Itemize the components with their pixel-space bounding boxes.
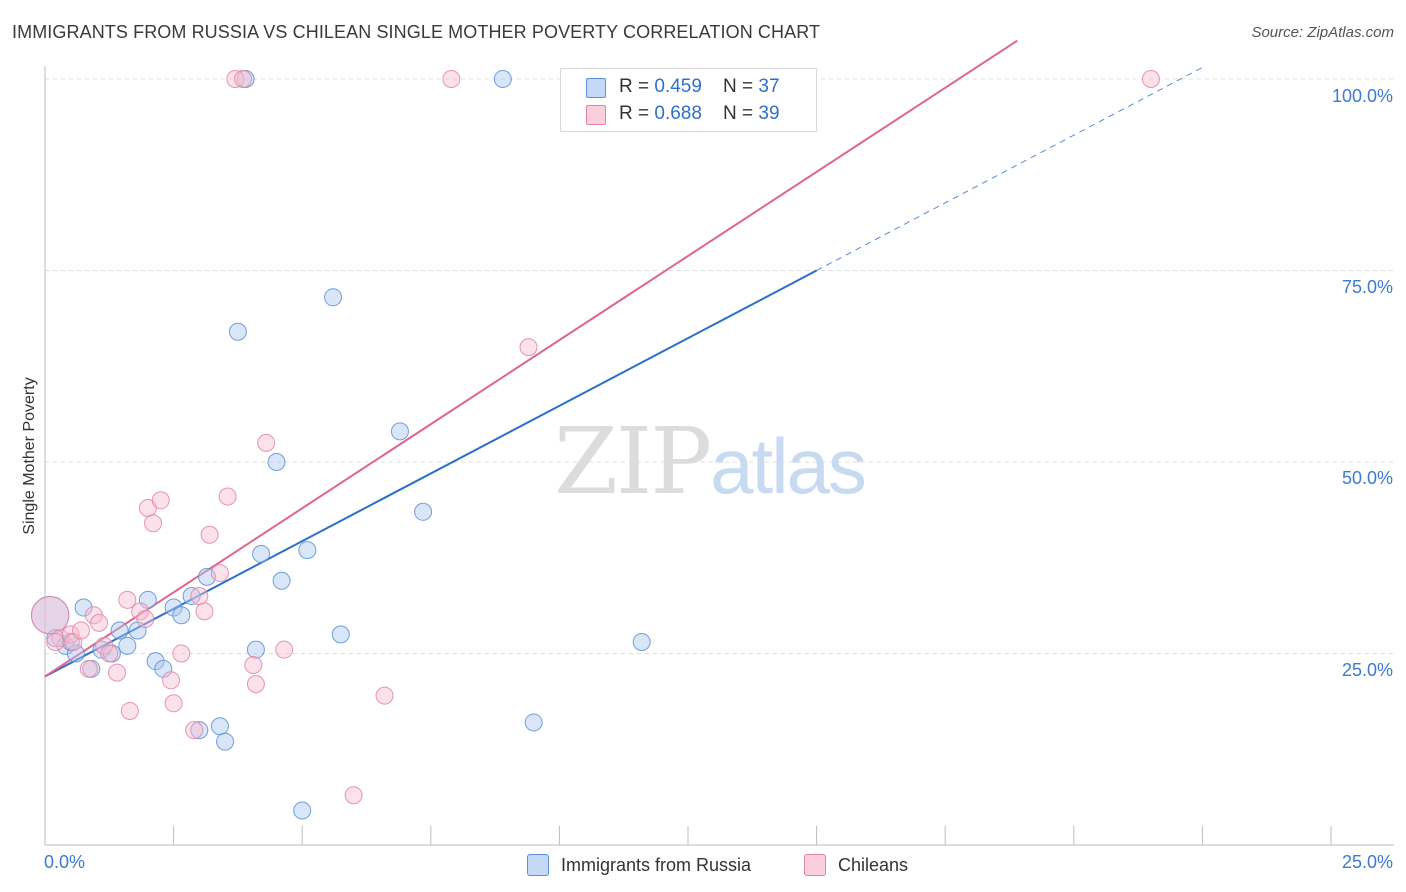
- point-chileans: [210, 564, 229, 583]
- point-chileans: [46, 633, 65, 652]
- point-russia: [331, 625, 350, 644]
- trendline-russia-extension: [816, 67, 1203, 271]
- point-chileans: [244, 655, 263, 674]
- x-tick-label-max: 25.0%: [1341, 852, 1393, 872]
- point-chileans: [200, 525, 219, 544]
- watermark-atlas: atlas: [710, 422, 867, 510]
- point-russia: [210, 717, 229, 736]
- chart-title: IMMIGRANTS FROM RUSSIA VS CHILEAN SINGLE…: [12, 22, 821, 42]
- point-chileans: [226, 70, 245, 88]
- stats-text-russia: R = 0.459 N = 37: [619, 76, 780, 98]
- point-chileans: [30, 596, 70, 635]
- point-chileans: [275, 640, 294, 659]
- russia-swatch: [586, 78, 606, 98]
- legend-item-russia: Immigrants from Russia: [527, 850, 751, 880]
- point-russia: [164, 598, 183, 617]
- point-chileans: [190, 587, 209, 606]
- point-chileans: [519, 338, 538, 357]
- y-tick-label-50: 50.0%: [1341, 468, 1393, 488]
- point-chileans: [79, 659, 98, 678]
- point-russia: [414, 502, 433, 521]
- point-russia: [172, 606, 191, 625]
- y-tick-label-75: 75.0%: [1341, 277, 1393, 297]
- point-chileans: [257, 433, 276, 452]
- point-russia: [267, 453, 286, 471]
- point-chileans: [195, 602, 214, 621]
- point-russia: [272, 571, 291, 590]
- point-russia: [74, 598, 93, 617]
- point-chileans: [185, 721, 204, 740]
- point-chileans: [144, 514, 163, 533]
- point-russia: [66, 644, 85, 663]
- point-chileans: [90, 613, 109, 632]
- point-russia: [524, 713, 543, 732]
- trendline-russia: [44, 269, 818, 678]
- point-russia: [390, 422, 409, 441]
- n-value-chilean: 39: [758, 103, 780, 124]
- point-chileans: [100, 644, 119, 663]
- point-russia: [110, 621, 129, 640]
- point-chileans: [442, 70, 461, 88]
- point-russia: [293, 801, 312, 820]
- r-value-russia: 0.459: [654, 76, 702, 97]
- series-legend: Immigrants from Russia Chileans: [0, 850, 1406, 880]
- point-chileans: [108, 663, 127, 682]
- point-russia: [246, 640, 265, 659]
- point-chileans: [164, 694, 183, 713]
- legend-swatch-russia: [527, 854, 549, 876]
- point-chileans: [118, 590, 137, 609]
- trendline-chileans: [44, 39, 1018, 678]
- point-russia: [228, 322, 247, 341]
- point-chileans: [120, 701, 139, 720]
- stats-legend: R = 0.459 N = 37 R = 0.688 N = 39: [560, 68, 817, 132]
- point-chileans: [375, 686, 394, 705]
- point-russia: [632, 633, 651, 652]
- legend-label-chileans: Chileans: [838, 854, 909, 875]
- y-tick-label-25: 25.0%: [1341, 660, 1393, 680]
- legend-swatch-chileans: [804, 854, 826, 876]
- legend-item-chileans: Chileans: [804, 850, 908, 880]
- point-russia: [182, 587, 201, 606]
- point-russia: [493, 70, 512, 88]
- r-value-chilean: 0.688: [654, 103, 702, 124]
- point-russia: [118, 636, 137, 655]
- point-russia: [252, 544, 271, 563]
- n-value-russia: 37: [758, 76, 780, 97]
- point-chileans: [136, 610, 155, 629]
- point-russia: [146, 652, 165, 671]
- point-chileans: [218, 487, 237, 506]
- n-label: N =: [723, 76, 759, 97]
- source-credit: Source: ZipAtlas.com: [1251, 24, 1394, 41]
- point-russia: [324, 288, 343, 307]
- r-label: R =: [619, 103, 655, 124]
- grid-layer: [45, 78, 1395, 654]
- point-chileans: [72, 621, 91, 640]
- point-chileans: [1141, 70, 1160, 88]
- point-chileans: [344, 786, 363, 805]
- watermark: ZIPatlas: [554, 408, 867, 515]
- point-russia: [298, 541, 317, 560]
- point-russia: [190, 721, 209, 740]
- y-axis-label: Single Mother Poverty: [21, 377, 38, 535]
- n-label: N =: [723, 103, 759, 124]
- point-chileans: [162, 671, 181, 690]
- stats-text-chilean: R = 0.688 N = 39: [619, 103, 780, 125]
- points-layer: [30, 70, 1160, 820]
- chilean-swatch: [586, 105, 606, 125]
- axes-layer: [44, 66, 1394, 846]
- point-chileans: [234, 70, 253, 88]
- point-russia: [216, 732, 235, 751]
- point-chileans: [246, 675, 265, 694]
- point-chileans: [151, 491, 170, 510]
- trend-layer: [44, 39, 1203, 678]
- point-chileans: [172, 644, 191, 663]
- x-tick-label-min: 0.0%: [44, 852, 86, 872]
- legend-label-russia: Immigrants from Russia: [561, 854, 752, 875]
- r-label: R =: [619, 76, 655, 97]
- y-tick-label-100: 100.0%: [1331, 86, 1393, 106]
